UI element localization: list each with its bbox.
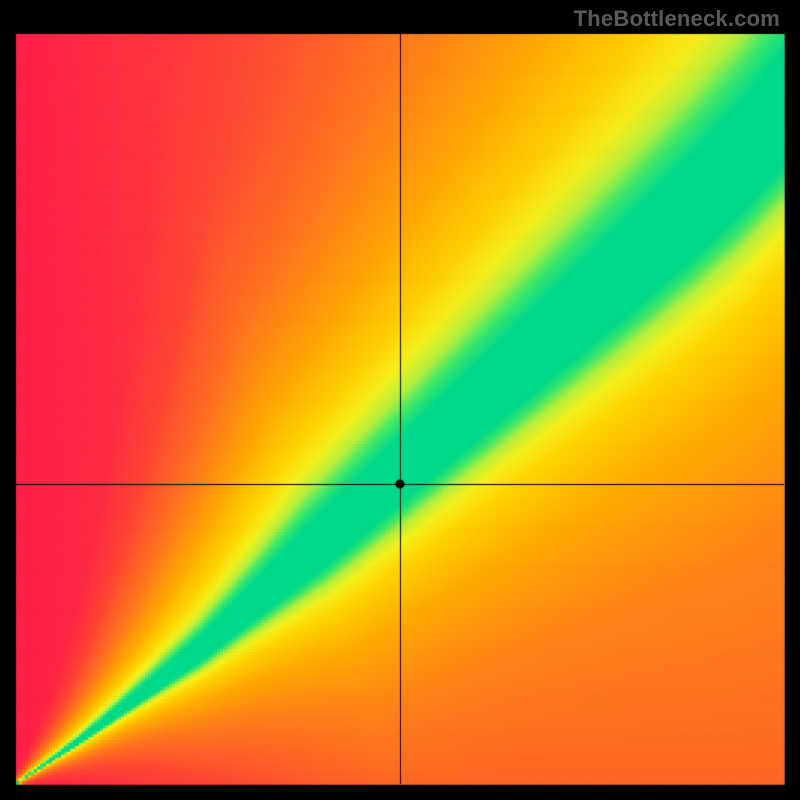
- chart-container: TheBottleneck.com: [0, 0, 800, 800]
- watermark-text: TheBottleneck.com: [574, 6, 780, 32]
- bottleneck-heatmap-canvas: [0, 0, 800, 800]
